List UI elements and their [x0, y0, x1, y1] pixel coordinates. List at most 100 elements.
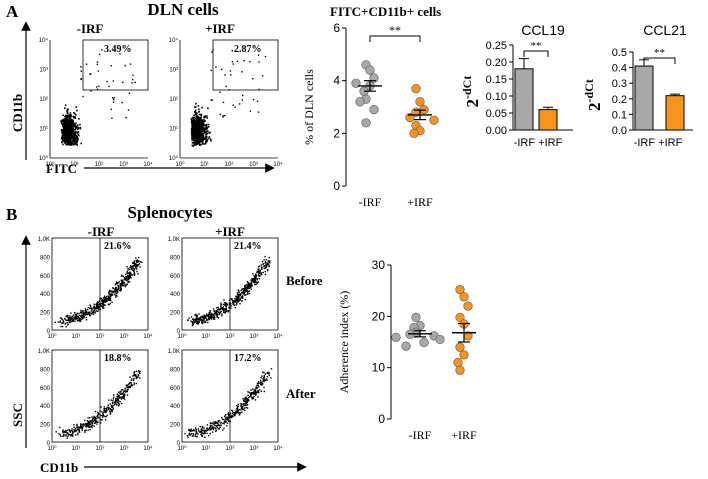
flow-dot [74, 320, 76, 323]
flow-dot [73, 123, 76, 125]
chart-adherence-point [463, 301, 473, 311]
flow-dot [268, 265, 270, 267]
flow-dot [115, 294, 117, 297]
flow-dot [220, 424, 222, 426]
chart-ccl21-bar [665, 95, 685, 131]
flow-dot [64, 430, 67, 432]
flow-dot [84, 310, 87, 312]
flow-dot [85, 429, 87, 431]
flow-dot [252, 273, 254, 275]
flow-dot [230, 415, 232, 417]
flow-dot [201, 316, 204, 319]
flow-dot [136, 270, 138, 273]
flow-dot [126, 386, 128, 388]
flow-dot [127, 281, 129, 284]
flow-dot [106, 407, 108, 409]
flow-dot [120, 289, 122, 291]
flow-dot [253, 391, 255, 393]
flow-dot [67, 125, 69, 127]
flow-dot [71, 125, 73, 128]
flow-dot [217, 420, 220, 423]
flow-dot [249, 285, 251, 287]
flow-dot [201, 126, 204, 128]
flow-b-xtick: 10² [96, 446, 105, 452]
flow-dot [196, 122, 198, 125]
flow-dot [77, 137, 79, 140]
flow-dot [240, 405, 242, 407]
flow-a-gate [212, 39, 279, 91]
flow-b-ytick: 200 [40, 311, 51, 317]
flow-dot [263, 259, 265, 261]
flow-dot [129, 273, 131, 276]
flow-dot [75, 113, 77, 116]
flow-dot [213, 312, 216, 315]
flow-dot [64, 139, 66, 142]
flow-dot [60, 137, 63, 140]
flow-dot [118, 396, 120, 399]
flow-b-xtick: 10⁰ [47, 445, 57, 452]
flow-b-xtick: 10⁴ [273, 333, 283, 340]
flow-dot [201, 318, 203, 321]
flow-dot [222, 422, 224, 424]
flow-dot [222, 309, 225, 311]
flow-dot [89, 420, 91, 422]
flow-dot [264, 255, 266, 258]
flow-dot [72, 119, 74, 122]
flow-dot [224, 420, 226, 422]
flow-dot [133, 262, 135, 264]
flow-dot [192, 320, 195, 322]
flow-dot [129, 376, 131, 378]
flow-dot [225, 302, 228, 304]
flow-dot [82, 95, 84, 98]
flow-dot [217, 306, 219, 309]
flow-dot [107, 295, 109, 297]
flow-dot [83, 317, 85, 319]
flow-b-ytick: 600 [170, 386, 181, 392]
flow-dot [102, 305, 104, 307]
flow-dot [62, 140, 64, 142]
flow-dot [96, 88, 99, 90]
flow-dot [101, 410, 103, 413]
flow-dot [246, 398, 248, 400]
flow-dot [263, 379, 265, 381]
flow-dot [202, 122, 205, 124]
flow-dot [194, 109, 197, 112]
flow-dot [234, 301, 236, 303]
flow-dot [118, 400, 120, 402]
flow-dot [244, 294, 246, 296]
flow-dot [222, 303, 225, 306]
flow-dot [90, 90, 92, 92]
flow-dot [242, 296, 244, 298]
flow-dot [190, 428, 192, 430]
flow-dot [93, 308, 95, 310]
flow-b-gate-pct: 21.4% [234, 241, 262, 252]
flow-dot [72, 131, 75, 134]
flow-dot [219, 113, 221, 115]
flow-a-ytick: 10² [169, 97, 178, 103]
flow-dot [77, 133, 80, 135]
flow-dot [135, 257, 137, 259]
flow-dot [224, 417, 227, 419]
flow-dot [191, 324, 194, 327]
flow-dot [72, 134, 75, 137]
flow-dot [65, 435, 67, 437]
flow-b-xtick: 10¹ [202, 334, 211, 340]
flow-dot [254, 279, 256, 281]
flow-dot [97, 413, 99, 416]
flow-dot [195, 313, 197, 316]
flow-dot [106, 80, 108, 83]
flow-dot [122, 394, 124, 396]
flow-dot [101, 49, 103, 51]
flow-dot [62, 319, 64, 322]
flow-dot [256, 384, 258, 387]
flow-dot [201, 125, 203, 127]
flow-dot [196, 132, 199, 135]
flow-dot [73, 133, 76, 136]
flow-dot [75, 125, 77, 128]
flow-dot [246, 403, 249, 406]
flow-dot [234, 413, 237, 415]
flow-dot [206, 132, 208, 135]
flow-dot [127, 109, 130, 111]
flow-a-gate [82, 39, 149, 91]
flow-a-xtick: 10⁴ [273, 161, 283, 168]
